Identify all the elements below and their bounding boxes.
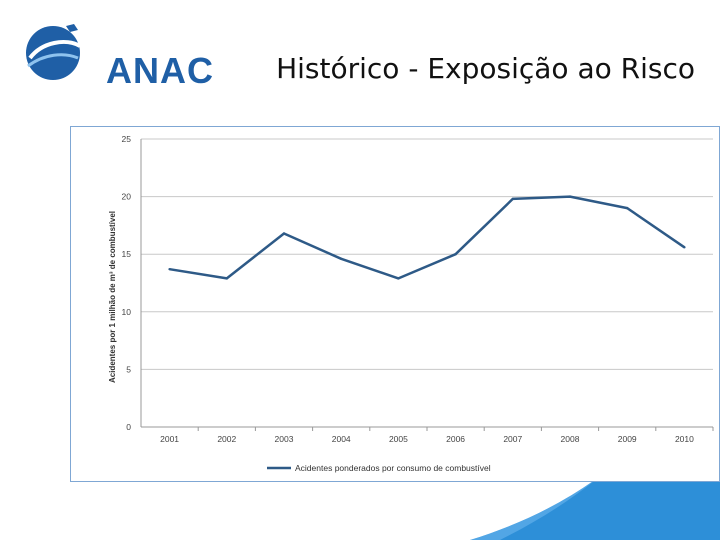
x-tick-label: 2009 xyxy=(618,434,637,444)
x-tick-label: 2010 xyxy=(675,434,694,444)
y-tick-label: 25 xyxy=(122,134,132,144)
logo-text: ANAC xyxy=(106,50,214,91)
x-tick-label: 2003 xyxy=(275,434,294,444)
x-tick-label: 2006 xyxy=(446,434,465,444)
data-point xyxy=(225,277,228,280)
globe-plane-icon xyxy=(26,24,81,80)
slide-title: Histórico - Exposição ao Risco xyxy=(276,52,695,85)
data-point xyxy=(568,195,572,198)
chart-frame: 0 5 10 15 20 25 2001 2002 2003 2004 2005 2006 2007 2… xyxy=(70,126,720,482)
x-tick-label: 2005 xyxy=(389,434,408,444)
x-tick-label: 2008 xyxy=(561,434,580,444)
series-line xyxy=(169,195,686,280)
y-tick-label: 0 xyxy=(126,422,131,432)
y-tick-label: 10 xyxy=(122,307,132,317)
y-tick-labels: 0 5 10 15 20 25 xyxy=(122,134,132,432)
data-point xyxy=(282,232,286,235)
data-point xyxy=(683,246,686,249)
data-point xyxy=(626,206,629,210)
x-tick-label: 2004 xyxy=(332,434,351,444)
data-point xyxy=(168,267,171,271)
y-tick-label: 20 xyxy=(122,192,132,202)
y-axis-label: Acidentes por 1 milhão de m³ de combustí… xyxy=(108,211,117,383)
legend-label: Acidentes ponderados por consumo de comb… xyxy=(295,463,491,473)
y-tick-label: 5 xyxy=(126,364,131,374)
data-point xyxy=(397,277,400,280)
x-tick-label: 2002 xyxy=(217,434,236,444)
grid-lines xyxy=(140,138,713,428)
anac-logo: ANAC xyxy=(22,20,213,91)
x-tick-label: 2001 xyxy=(160,434,179,444)
x-tick-labels: 2001 2002 2003 2004 2005 2006 2007 2008 2009 2010 xyxy=(160,427,714,444)
data-point xyxy=(340,257,343,261)
data-point xyxy=(454,253,457,256)
legend: Acidentes ponderados por consumo de comb… xyxy=(267,463,491,473)
x-tick-label: 2007 xyxy=(503,434,522,444)
data-point xyxy=(511,197,514,201)
y-tick-label: 15 xyxy=(122,249,132,259)
series-layer xyxy=(168,195,686,280)
